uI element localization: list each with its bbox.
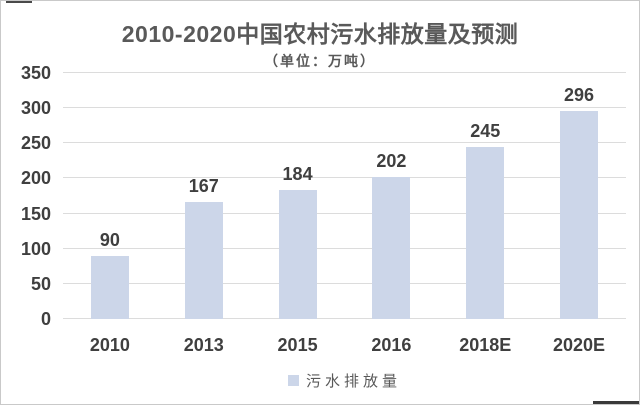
- legend: 污水排放量: [63, 369, 626, 391]
- bar-slot: 245: [438, 73, 532, 319]
- bar: [278, 189, 317, 319]
- border-artifact-top-left: [6, 1, 32, 3]
- chart-subtitle: （单位：万吨）: [264, 53, 376, 69]
- gridline-50: [63, 282, 626, 284]
- bar-slot: 296: [532, 73, 626, 319]
- bar-value-label: 90: [99, 229, 120, 250]
- bar: [372, 177, 411, 319]
- plot-area: 0 50 100 150 200 250 300 350 90 167 184 202 245 296: [21, 63, 626, 329]
- bar-value-label: 184: [282, 163, 313, 184]
- x-axis-label: 2015: [277, 335, 318, 355]
- bar-slot: 202: [344, 73, 438, 319]
- x-axis-label: 2016: [371, 335, 412, 355]
- gridline-150: [63, 212, 626, 214]
- gridline-300: [63, 107, 626, 109]
- border-artifact-bottom-right: [593, 401, 639, 404]
- chart-title: 2010-2020中国农村污水排放量及预测: [121, 21, 519, 47]
- gridline-0: [63, 318, 626, 319]
- bar-value-label: 245: [470, 120, 501, 141]
- bar: [560, 110, 599, 319]
- bar: [184, 201, 223, 319]
- gridline-350: [63, 72, 626, 73]
- y-tick-label: 300: [20, 98, 51, 119]
- x-axis-label: 2020E: [553, 335, 606, 355]
- bar: [466, 146, 505, 319]
- bar-slot: 90: [63, 73, 157, 319]
- x-axis-label: 2013: [183, 335, 224, 355]
- bar: [90, 255, 129, 319]
- y-tick-label: 250: [20, 133, 51, 154]
- legend-label: 污水排放量: [305, 372, 401, 390]
- x-axis-label: 2018E: [459, 335, 512, 355]
- gridline-100: [63, 247, 626, 249]
- legend-swatch-icon: [287, 374, 299, 386]
- bar-value-label: 296: [564, 84, 595, 105]
- y-tick-label: 200: [20, 168, 51, 189]
- y-tick-label: 50: [30, 273, 51, 294]
- bar-value-label: 167: [188, 175, 219, 196]
- gridline-250: [63, 142, 626, 144]
- y-tick-label: 0: [40, 309, 51, 329]
- bar-value-label: 202: [376, 151, 407, 172]
- bar-series: 90 167 184 202 245 296: [63, 73, 626, 319]
- gridline-200: [63, 177, 626, 179]
- x-axis-label: 2010: [89, 335, 130, 355]
- bar-slot: 184: [251, 73, 345, 319]
- y-tick-label: 100: [20, 238, 51, 259]
- y-tick-label: 150: [20, 203, 51, 224]
- y-tick-label: 350: [20, 63, 51, 83]
- x-axis-labels: 2010 2013 2015 2016 2018E 2020E: [63, 335, 626, 356]
- bar-slot: 167: [157, 73, 251, 319]
